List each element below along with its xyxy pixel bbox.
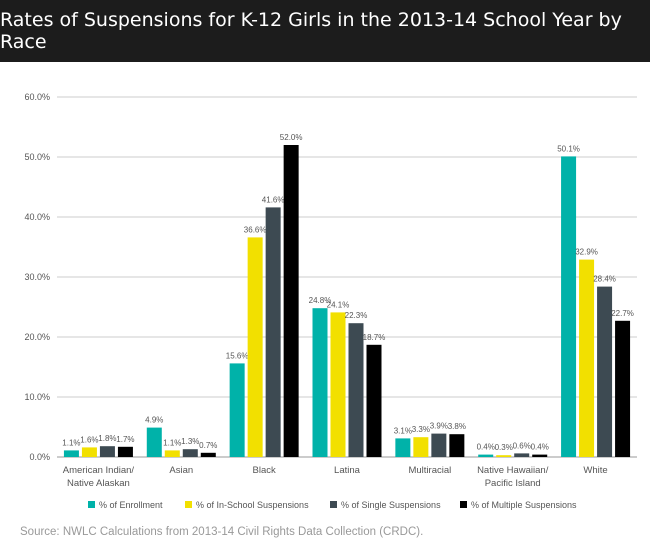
data-label: 36.6% xyxy=(244,225,267,234)
data-label: 0.3% xyxy=(495,443,513,452)
x-tick-label: American Indian/ xyxy=(63,465,135,476)
bar xyxy=(63,450,79,457)
legend-swatch xyxy=(460,501,467,508)
data-label: 22.7% xyxy=(611,309,634,318)
data-label: 18.7% xyxy=(363,333,386,342)
y-tick-label: 20.0% xyxy=(24,332,50,342)
bar xyxy=(395,438,411,457)
x-tick-label: Black xyxy=(253,465,276,476)
x-tick-label: Native Hawaiian/ xyxy=(477,465,549,476)
data-label: 1.6% xyxy=(80,435,98,444)
bar xyxy=(597,286,613,457)
bar xyxy=(615,320,631,457)
bar-chart: 0.0%10.0%20.0%30.0%40.0%50.0%60.0%1.1% 1.… xyxy=(24,92,637,510)
bar xyxy=(413,437,429,457)
bar xyxy=(164,450,180,457)
bar xyxy=(117,446,133,457)
data-label: 0.4% xyxy=(531,443,549,452)
bar xyxy=(229,363,245,457)
y-tick-label: 60.0% xyxy=(24,92,50,102)
bar xyxy=(532,454,548,457)
x-tick-label: Native Alaskan xyxy=(67,478,130,489)
legend-label: % of Multiple Suspensions xyxy=(471,500,577,510)
data-label: 1.3% xyxy=(181,437,199,446)
data-label: 3.3% xyxy=(412,425,430,434)
bar xyxy=(514,453,530,457)
bar xyxy=(478,454,494,457)
data-label: 3.1% xyxy=(394,426,412,435)
bar xyxy=(330,312,346,457)
data-label: 24.1% xyxy=(327,300,350,309)
data-label: 0.7% xyxy=(199,441,217,450)
bar xyxy=(579,259,595,457)
data-label: 1.1% xyxy=(62,438,80,447)
y-tick-label: 0.0% xyxy=(29,452,50,462)
y-tick-label: 50.0% xyxy=(24,152,50,162)
y-tick-label: 30.0% xyxy=(24,272,50,282)
x-tick-label: Latina xyxy=(334,465,361,476)
data-label: 28.4% xyxy=(593,275,616,284)
x-tick-label: Asian xyxy=(169,465,193,476)
chart-title-bar: Rates of Suspensions for K-12 Girls in t… xyxy=(0,0,650,62)
source-note: Source: NWLC Calculations from 2013-14 C… xyxy=(20,526,424,538)
bar xyxy=(431,433,447,457)
data-label: 50.1% xyxy=(557,144,580,153)
bar xyxy=(366,344,382,457)
data-label: 15.6% xyxy=(226,351,249,360)
y-tick-label: 40.0% xyxy=(24,212,50,222)
bar xyxy=(496,455,512,457)
data-label: 3.8% xyxy=(448,422,466,431)
legend-label: % of In-School Suspensions xyxy=(196,500,309,510)
data-label: 52.0% xyxy=(280,133,303,142)
bar xyxy=(81,447,97,457)
y-tick-label: 10.0% xyxy=(24,392,50,402)
data-label: 22.3% xyxy=(345,311,368,320)
legend-swatch xyxy=(330,501,337,508)
bar xyxy=(99,446,115,457)
data-label: 32.9% xyxy=(575,248,598,257)
data-label: 24.8% xyxy=(309,296,332,305)
x-tick-label: Pacific Island xyxy=(485,478,541,489)
data-label: 1.8% xyxy=(98,434,116,443)
data-label: 1.1% xyxy=(163,438,181,447)
bar xyxy=(348,323,364,457)
bar xyxy=(146,427,162,457)
bar xyxy=(247,237,263,457)
x-tick-label: Multiracial xyxy=(408,465,451,476)
bar xyxy=(449,434,465,457)
bar xyxy=(265,207,281,457)
bar xyxy=(312,308,328,457)
bar xyxy=(283,145,299,457)
legend-label: % of Enrollment xyxy=(99,500,163,510)
bar xyxy=(182,449,198,457)
data-label: 4.9% xyxy=(145,416,163,425)
data-label: 41.6% xyxy=(262,195,285,204)
chart-title: Rates of Suspensions for K-12 Girls in t… xyxy=(0,9,622,53)
data-label: 0.4% xyxy=(477,443,495,452)
legend-swatch xyxy=(185,501,192,508)
data-label: 1.7% xyxy=(116,435,134,444)
data-label: 0.6% xyxy=(513,441,531,450)
legend-label: % of Single Suspensions xyxy=(341,500,441,510)
x-tick-label: White xyxy=(583,465,607,476)
bar xyxy=(561,156,577,457)
data-label: 3.9% xyxy=(430,422,448,431)
legend-swatch xyxy=(88,501,95,508)
bar xyxy=(200,452,216,457)
